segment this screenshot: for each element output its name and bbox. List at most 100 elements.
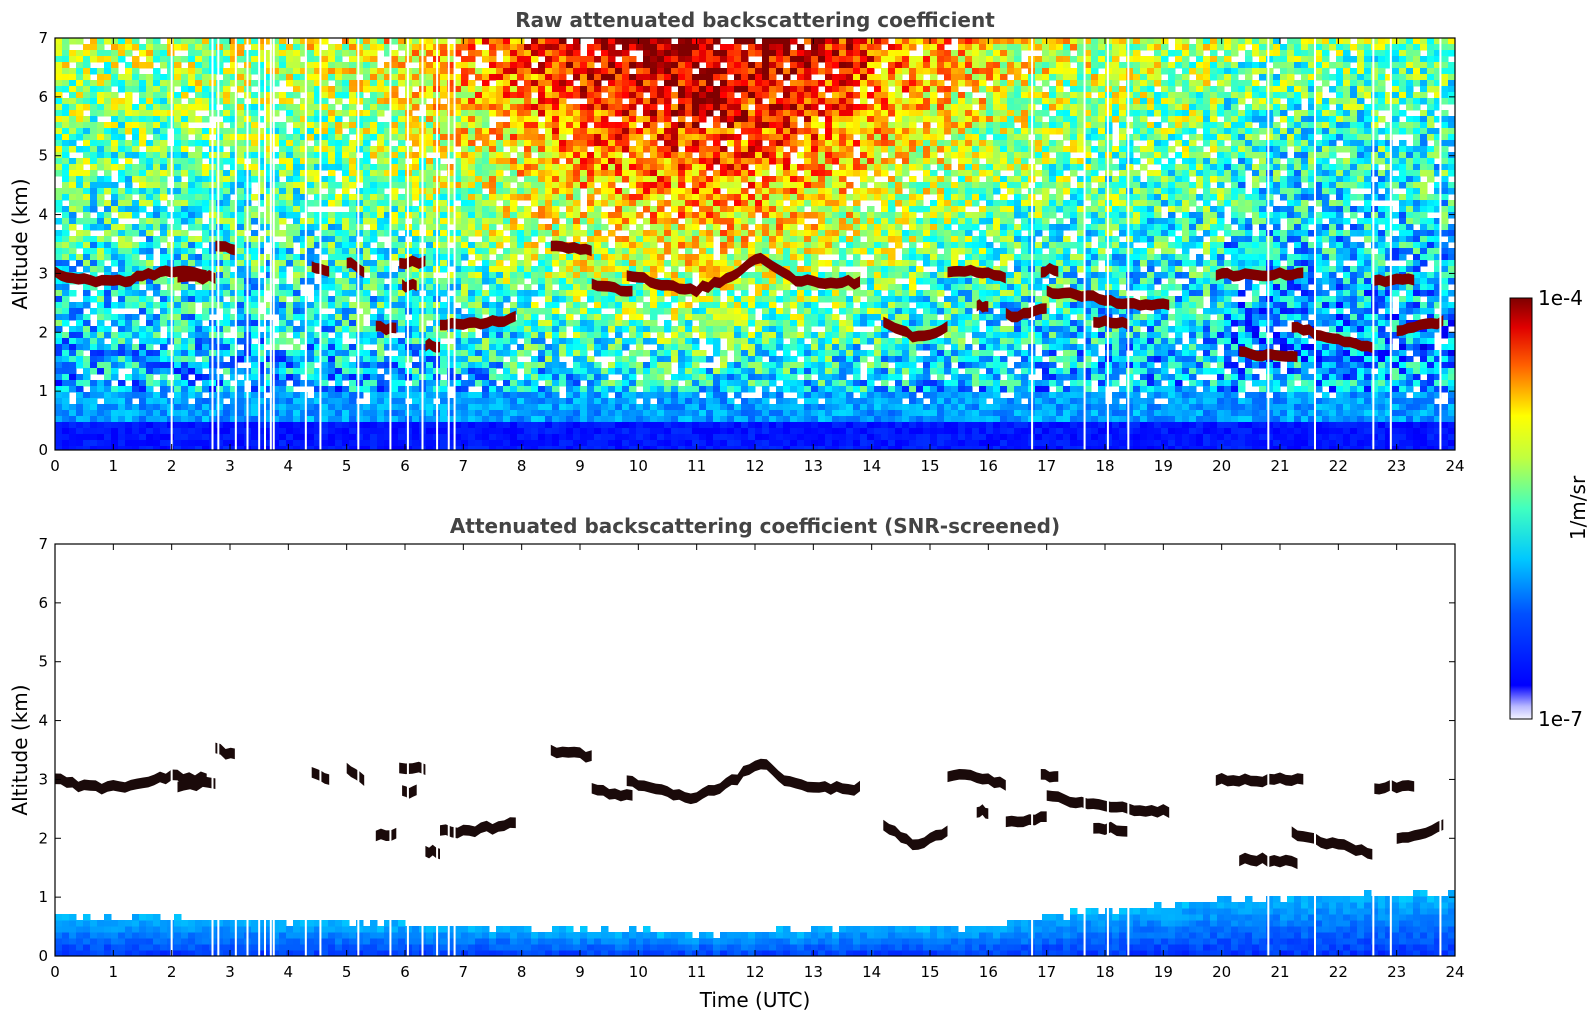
heatmap-cell [559, 128, 567, 135]
heatmap-cell [83, 320, 91, 327]
heatmap-cell [391, 104, 399, 111]
heatmap-cell [538, 50, 546, 57]
heatmap-cell [412, 362, 420, 369]
heatmap-cell [496, 302, 504, 309]
heatmap-cell [349, 158, 357, 165]
heatmap-cell [594, 128, 602, 135]
heatmap-cell [118, 104, 126, 111]
heatmap-cell [237, 248, 245, 255]
heatmap-cell [251, 398, 259, 405]
heatmap-cell [461, 434, 469, 441]
heatmap-cell [587, 278, 595, 285]
heatmap-cell [146, 416, 154, 423]
heatmap-cell [300, 128, 308, 135]
heatmap-cell [125, 350, 133, 357]
heatmap-cell [580, 152, 588, 159]
heatmap-cell [62, 308, 70, 315]
heatmap-cell [461, 104, 469, 111]
heatmap-cell [356, 98, 364, 105]
heatmap-cell [97, 416, 105, 423]
heatmap-cell [552, 344, 560, 351]
heatmap-cell [524, 176, 532, 183]
heatmap-cell [258, 296, 266, 303]
heatmap-cell [55, 284, 63, 291]
heatmap-cell [489, 368, 497, 375]
heatmap-cell [468, 140, 476, 147]
heatmap-cell [531, 68, 539, 75]
heatmap-cell [573, 50, 581, 57]
heatmap-cell [482, 98, 490, 105]
heatmap-cell [321, 278, 329, 285]
heatmap-cell [587, 308, 595, 315]
heatmap-cell [55, 56, 63, 63]
heatmap-cell [139, 326, 147, 333]
heatmap-cell [293, 56, 301, 63]
heatmap-cell [230, 320, 238, 327]
heatmap-cell [377, 404, 385, 411]
heatmap-cell [517, 446, 525, 450]
heatmap-cell [223, 326, 231, 333]
heatmap-cell [531, 194, 539, 201]
heatmap-cell [216, 62, 224, 69]
heatmap-cell [377, 398, 385, 405]
heatmap-cell [580, 278, 588, 285]
heatmap-cell [377, 224, 385, 231]
heatmap-cell [300, 38, 308, 45]
heatmap-cell [97, 98, 105, 105]
heatmap-cell [594, 224, 602, 231]
heatmap-cell [321, 416, 329, 423]
heatmap-cell [412, 410, 420, 417]
heatmap-cell [335, 140, 343, 147]
heatmap-cell [125, 356, 133, 363]
heatmap-cell [223, 176, 231, 183]
heatmap-cell [195, 446, 203, 450]
heatmap-cell [468, 212, 476, 219]
heatmap-cell [342, 446, 350, 450]
heatmap-cell [139, 134, 147, 141]
heatmap-cell [118, 398, 126, 405]
heatmap-cell [139, 308, 147, 315]
heatmap-cell [531, 44, 539, 51]
heatmap-cell [321, 440, 329, 447]
heatmap-cell [216, 320, 224, 327]
heatmap-cell [377, 284, 385, 291]
heatmap-cell [377, 242, 385, 249]
heatmap-cell [153, 392, 161, 399]
heatmap-cell [461, 362, 469, 369]
heatmap-cell [300, 392, 308, 399]
heatmap-cell [62, 302, 70, 309]
heatmap-cell [545, 290, 553, 297]
heatmap-cell [531, 80, 539, 87]
heatmap-cell [160, 248, 168, 255]
heatmap-cell [370, 350, 378, 357]
heatmap-cell [496, 110, 504, 117]
heatmap-cell [55, 92, 63, 99]
heatmap-cell [97, 128, 105, 135]
heatmap-cell [55, 164, 63, 171]
heatmap-cell [538, 308, 546, 315]
heatmap-cell [335, 386, 343, 393]
heatmap-cell [83, 74, 91, 81]
heatmap-cell [468, 284, 476, 291]
heatmap-cell [335, 80, 343, 87]
heatmap-cell [335, 56, 343, 63]
heatmap-cell [363, 446, 371, 450]
heatmap-cell [370, 194, 378, 201]
heatmap-cell [69, 104, 77, 111]
heatmap-cell [335, 224, 343, 231]
heatmap-cell [454, 80, 462, 87]
heatmap-cell [482, 128, 490, 135]
heatmap-cell [153, 206, 161, 213]
heatmap-cell [321, 194, 329, 201]
heatmap-cell [76, 98, 84, 105]
heatmap-cell [370, 206, 378, 213]
heatmap-cell [300, 224, 308, 231]
heatmap-cell [104, 302, 112, 309]
heatmap-cell [552, 38, 560, 45]
heatmap-cell [531, 86, 539, 93]
heatmap-cell [265, 164, 273, 171]
heatmap-cell [55, 62, 63, 69]
heatmap-cell [146, 236, 154, 243]
heatmap-cell [216, 428, 224, 435]
heatmap-cell [83, 218, 91, 225]
